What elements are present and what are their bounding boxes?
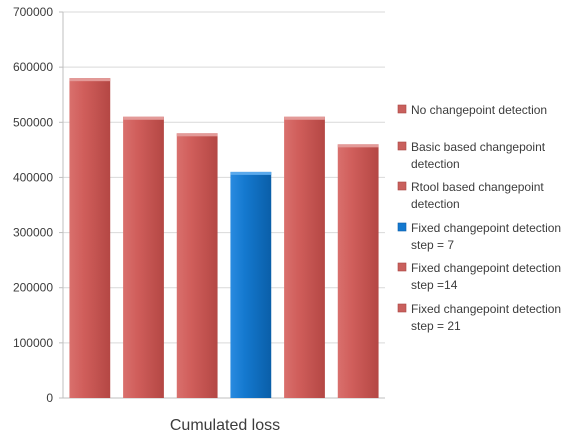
bar-body <box>284 116 325 399</box>
bar-top-cap <box>69 78 111 82</box>
legend-entry: Basic based changepoint detection <box>397 140 546 171</box>
legend-label: Fixed changepoint detection <box>411 221 561 235</box>
y-tick-label: 200000 <box>13 281 53 295</box>
y-tick-label: 400000 <box>13 170 53 184</box>
legend-label: step =14 <box>411 278 458 292</box>
legend-swatch <box>397 104 407 114</box>
legend-swatch <box>397 222 407 232</box>
y-tick-label: 0 <box>46 391 53 405</box>
legend-label: Basic based changepoint <box>411 140 546 154</box>
legend-swatch <box>397 262 407 272</box>
legend-swatch <box>397 141 407 151</box>
axes <box>59 11 385 399</box>
bar-top-cap <box>284 116 325 120</box>
bar-body <box>69 78 111 399</box>
y-tick-label: 500000 <box>13 115 53 129</box>
bar-body <box>337 144 379 398</box>
bar-2 <box>123 116 164 399</box>
bar-body <box>230 171 272 398</box>
legend-entry: Fixed changepoint detection step =14 <box>397 261 561 292</box>
legend-label: detection <box>411 157 460 171</box>
legend-entry: Rtool based changepoint detection <box>397 180 544 211</box>
legend-label: Rtool based changepoint <box>411 180 544 194</box>
bar-3 <box>176 133 218 399</box>
legend-label: detection <box>411 197 460 211</box>
legend-label: No changepoint detection <box>411 103 547 117</box>
legend-label: step = 7 <box>411 238 454 252</box>
bar-5 <box>284 116 325 399</box>
bars <box>69 78 379 399</box>
bar-body <box>123 116 164 399</box>
y-tick-label: 300000 <box>13 226 53 240</box>
legend-entry: Fixed changepoint detection step = 7 <box>397 221 561 252</box>
bar-top-cap <box>337 144 379 148</box>
bar-top-cap <box>230 171 272 175</box>
legend-entry: No changepoint detection <box>397 103 547 117</box>
legend-entry: Fixed changepoint detection step = 21 <box>397 302 561 333</box>
y-tick-labels: 0 100000 200000 300000 400000 500000 600000 700… <box>13 5 53 405</box>
legend-label: Fixed changepoint detection <box>411 261 561 275</box>
bar-top-cap <box>176 133 218 137</box>
bar-top-cap <box>123 116 164 120</box>
legend-label: step = 21 <box>411 319 461 333</box>
gridlines <box>63 11 385 344</box>
x-axis-label: Cumulated loss <box>170 417 280 434</box>
legend-swatch <box>397 303 407 313</box>
bar-6 <box>337 144 379 398</box>
bar-1 <box>69 78 111 399</box>
y-tick-label: 600000 <box>13 60 53 74</box>
bar-body <box>176 133 218 399</box>
legend-label: Fixed changepoint detection <box>411 302 561 316</box>
y-tick-label: 100000 <box>13 336 53 350</box>
legend: No changepoint detection Basic based chan… <box>397 103 561 333</box>
bar-4 <box>230 171 272 398</box>
y-tick-label: 700000 <box>13 5 53 19</box>
legend-swatch <box>397 181 407 191</box>
